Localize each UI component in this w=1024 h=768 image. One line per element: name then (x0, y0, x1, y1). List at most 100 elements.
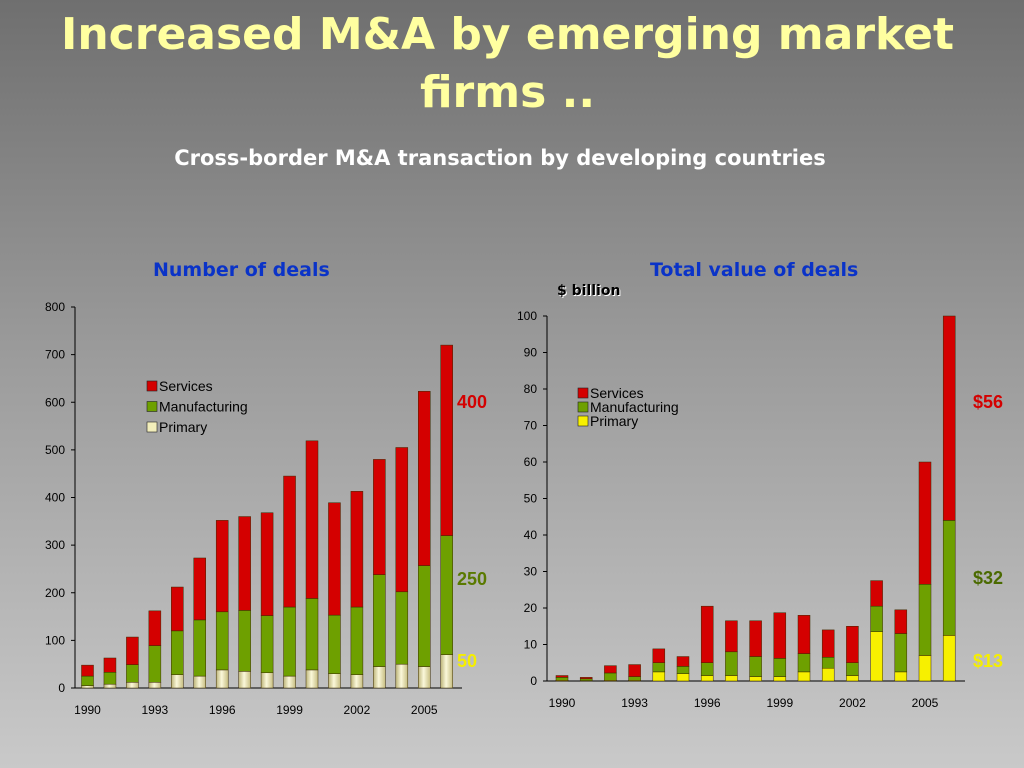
deals-value-bar-services-1998 (749, 620, 762, 657)
deals-count-bar-services-2006 (440, 344, 453, 536)
deals-value-y-tick-label: 30 (524, 565, 538, 579)
slide-title-line2: firms .. (419, 67, 596, 118)
deals-count-bar-primary-2002 (350, 674, 364, 689)
deals-value-bar-manufacturing-1993 (628, 676, 641, 681)
deals-count-y-tick-label: 600 (45, 395, 65, 409)
deals-value-bar-primary-1997 (725, 675, 738, 682)
deals-count-bar-services-1997 (238, 516, 251, 611)
deals-count-annotation-services: 400 (457, 392, 487, 412)
deals-value-x-tick-label: 2005 (912, 696, 939, 710)
deals-count-bar-manufacturing-2004 (395, 591, 409, 665)
deals-count-bar-primary-1999 (283, 675, 296, 689)
deals-count-bar-services-2004 (395, 447, 409, 593)
deals-count-bar-manufacturing-1997 (238, 610, 251, 672)
deals-count-x-tick-label: 1996 (209, 703, 236, 717)
deals-value-bar-services-1991 (579, 677, 593, 680)
deals-value-bar-primary-1994 (652, 671, 666, 682)
deals-value-legend-label-manufacturing: Manufacturing (590, 399, 679, 415)
deals-value-y-tick-label: 10 (524, 638, 538, 652)
deals-value-bar-primary-2006 (942, 635, 956, 682)
deals-count-bar-manufacturing-2006 (440, 535, 453, 655)
deals-count-bar-manufacturing-1998 (260, 615, 274, 674)
deals-value-bar-primary-2001 (821, 667, 835, 682)
deals-value-bar-services-1994 (652, 648, 666, 664)
deals-value-annotation-services: $56 (973, 392, 1003, 412)
deals-value-bar-services-1992 (604, 665, 617, 674)
deals-count-bar-primary-2005 (418, 666, 431, 689)
deals-value-legend-swatch-primary (577, 415, 589, 427)
deals-value-bar-services-1995 (676, 656, 690, 667)
deals-value-chart-title: Total value of deals (650, 259, 859, 281)
deals-count-bar-services-1995 (193, 557, 206, 621)
deals-count-bar-primary-1990 (81, 685, 94, 689)
deals-count-bar-manufacturing-2002 (350, 606, 364, 675)
deals-count-bar-services-2003 (373, 459, 386, 575)
deals-count-bar-manufacturing-1994 (171, 630, 184, 675)
deals-value-y-tick-label: 20 (524, 601, 538, 615)
deals-count-bar-primary-1992 (126, 682, 139, 689)
deals-count-bar-primary-2003 (373, 666, 386, 689)
deals-count-y-tick-label: 0 (58, 681, 65, 695)
deals-count-y-tick-label: 400 (45, 491, 65, 505)
deals-value-annotation-manufacturing: $32 (973, 568, 1003, 588)
slide-title-line1: Increased M&A by emerging market (60, 9, 955, 60)
deals-count-bar-primary-2001 (328, 673, 341, 689)
value-unit-label: $ billion (557, 283, 621, 299)
deals-value-bar-manufacturing-1997 (725, 651, 738, 676)
deals-value-y-tick-label: 100 (517, 309, 537, 323)
deals-count-legend-swatch-manufacturing (146, 401, 158, 412)
deals-count-legend-label-primary: Primary (159, 419, 207, 435)
deals-value-bar-services-2005 (918, 461, 932, 585)
deals-value-y-tick-label: 70 (524, 419, 538, 433)
deals-value-bar-primary-1998 (749, 676, 762, 682)
deals-value-bar-manufacturing-2001 (821, 657, 835, 669)
deals-count-bar-manufacturing-2000 (305, 598, 319, 671)
deals-count-bar-services-1998 (260, 512, 274, 616)
deals-value-bar-manufacturing-1992 (604, 672, 617, 681)
deals-value-bar-services-2002 (846, 626, 859, 663)
deals-count-bar-manufacturing-1991 (103, 672, 117, 685)
deals-count-y-tick-label: 100 (45, 633, 65, 647)
deals-count-y-tick-label: 500 (45, 443, 65, 457)
deals-value-y-tick-label: 40 (524, 528, 538, 542)
deals-value-bar-primary-2000 (797, 671, 811, 682)
deals-count-annotation-primary: 50 (457, 651, 477, 671)
deals-value-bar-manufacturing-1991 (579, 678, 593, 681)
deals-count-chart-title: Number of deals (153, 259, 330, 281)
deals-value-y-tick-label: 90 (524, 346, 538, 360)
deals-value-bar-primary-1999 (773, 676, 787, 682)
deals-count-bar-services-2002 (350, 491, 364, 608)
deals-value-legend-label-primary: Primary (590, 413, 638, 429)
deals-count-y-tick-label: 700 (45, 348, 65, 362)
deals-count-legend-label-services: Services (159, 378, 213, 394)
deals-value-bar-manufacturing-2004 (894, 633, 908, 673)
deals-value-bar-services-1999 (773, 612, 787, 659)
deals-value-x-tick-label: 1996 (694, 696, 721, 710)
deals-value-bar-primary-1995 (676, 673, 690, 682)
deals-count-bar-primary-2006 (440, 654, 453, 689)
deals-value-legend-swatch-services (577, 387, 589, 399)
deals-value-bar-services-2000 (797, 615, 811, 654)
deals-count-y-tick-label: 800 (45, 300, 65, 314)
deals-value-bar-services-2006 (942, 315, 956, 521)
deals-value-y-tick-label: 80 (524, 382, 538, 396)
deals-value-bar-services-1997 (725, 620, 738, 653)
deals-count-bar-primary-1994 (171, 674, 184, 689)
deals-value-bar-manufacturing-2003 (870, 605, 883, 632)
deals-count-bar-manufacturing-2001 (328, 614, 341, 674)
deals-count-bar-primary-2004 (395, 663, 409, 689)
deals-value-bar-manufacturing-1996 (700, 662, 714, 676)
deals-value-y-tick-label: 50 (524, 492, 538, 506)
deals-count-bar-primary-1998 (260, 672, 274, 689)
deals-value-bar-primary-2005 (918, 655, 932, 682)
deals-value-x-tick-label: 1993 (621, 696, 648, 710)
deals-count-bar-primary-1993 (148, 682, 162, 689)
deals-count-y-tick-label: 200 (45, 586, 65, 600)
deals-value-y-tick-label: 60 (524, 455, 538, 469)
deals-value-bar-manufacturing-1990 (555, 677, 569, 681)
deals-count-bar-services-1999 (283, 475, 296, 608)
deals-count-bar-manufacturing-2005 (418, 565, 431, 667)
deals-value-bar-services-2001 (821, 629, 835, 658)
deals-count-y-tick-label: 300 (45, 538, 65, 552)
deals-value-bar-manufacturing-2002 (846, 662, 859, 676)
